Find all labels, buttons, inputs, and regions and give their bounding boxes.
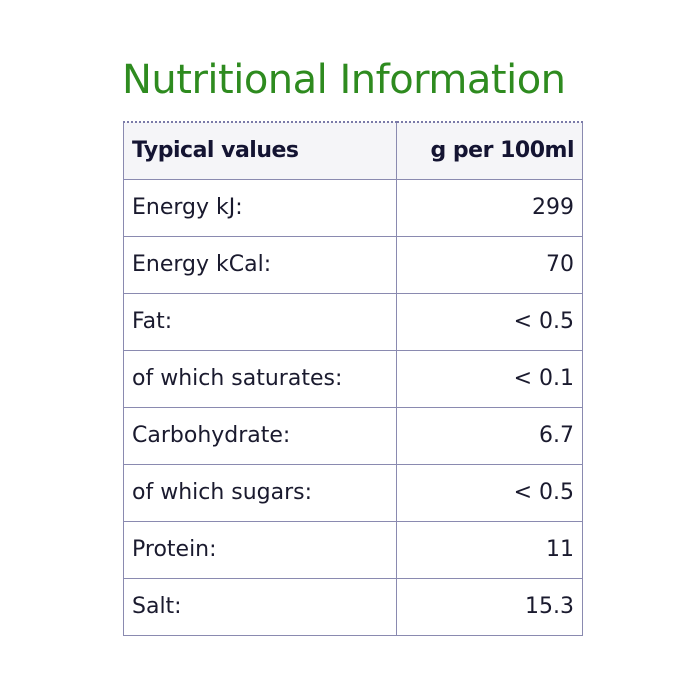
table-row: Protein: 11 xyxy=(123,520,583,579)
table-row: of which sugars: < 0.5 xyxy=(123,463,583,522)
table-row: Fat: < 0.5 xyxy=(123,292,583,351)
nutrition-table: Typical values g per 100ml Energy kJ: 29… xyxy=(123,121,583,636)
nutrient-label: of which sugars: xyxy=(123,463,397,522)
table-body: Energy kJ: 299 Energy kCal: 70 Fat: < 0.… xyxy=(123,178,583,636)
nutrient-label: Protein: xyxy=(123,520,397,579)
nutrient-label: Energy kJ: xyxy=(123,178,397,237)
nutrient-value: < 0.5 xyxy=(396,463,583,522)
nutrient-label: Energy kCal: xyxy=(123,235,397,294)
column-header-typical-values: Typical values xyxy=(123,121,397,180)
nutrient-label: of which saturates: xyxy=(123,349,397,408)
page-title: Nutritional Information xyxy=(122,57,566,103)
nutrient-value: < 0.1 xyxy=(396,349,583,408)
header-row: Typical values g per 100ml xyxy=(123,121,583,180)
table-row: Salt: 15.3 xyxy=(123,577,583,636)
table-row: Energy kJ: 299 xyxy=(123,178,583,237)
nutrient-value: 70 xyxy=(396,235,583,294)
nutrient-value: < 0.5 xyxy=(396,292,583,351)
nutrient-label: Carbohydrate: xyxy=(123,406,397,465)
column-header-per-100ml: g per 100ml xyxy=(396,121,583,180)
nutrient-value: 15.3 xyxy=(396,577,583,636)
nutrient-value: 299 xyxy=(396,178,583,237)
table-row: Energy kCal: 70 xyxy=(123,235,583,294)
nutrient-label: Salt: xyxy=(123,577,397,636)
nutrient-value: 6.7 xyxy=(396,406,583,465)
table-row: of which saturates: < 0.1 xyxy=(123,349,583,408)
table-row: Carbohydrate: 6.7 xyxy=(123,406,583,465)
nutrient-label: Fat: xyxy=(123,292,397,351)
table-header: Typical values g per 100ml xyxy=(123,121,583,180)
nutrient-value: 11 xyxy=(396,520,583,579)
